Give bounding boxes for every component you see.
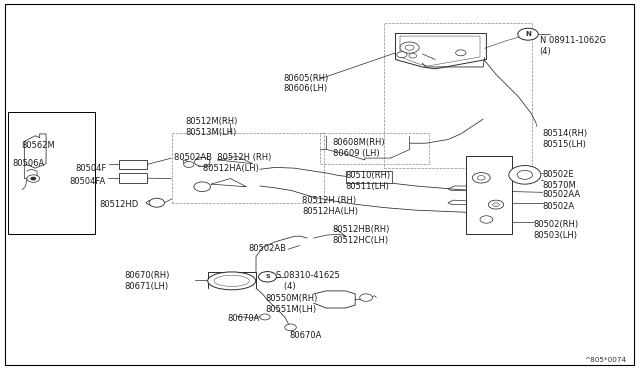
Text: 80570M: 80570M [543, 181, 577, 190]
Circle shape [194, 182, 211, 192]
Text: 80502AB  80512H (RH)
           80512HA(LH): 80502AB 80512H (RH) 80512HA(LH) [174, 153, 271, 173]
Circle shape [149, 198, 164, 207]
Text: 80504F: 80504F [76, 164, 107, 173]
Bar [384, 23, 532, 168]
Ellipse shape [207, 272, 256, 290]
Text: 80502(RH)
80503(LH): 80502(RH) 80503(LH) [534, 220, 579, 240]
Text: 80504FA: 80504FA [69, 177, 106, 186]
Text: S 08310-41625
   (4): S 08310-41625 (4) [276, 271, 340, 291]
Circle shape [31, 177, 36, 180]
Bar [466, 156, 512, 234]
Circle shape [493, 203, 499, 206]
Text: 80502AA: 80502AA [543, 190, 581, 199]
Bar [346, 171, 392, 183]
Circle shape [285, 324, 296, 331]
Text: 80510(RH)
80511(LH): 80510(RH) 80511(LH) [346, 171, 391, 191]
Circle shape [260, 314, 270, 320]
Text: ^805*0074: ^805*0074 [584, 357, 626, 363]
Text: 80608M(RH)
80609 (LH): 80608M(RH) 80609 (LH) [333, 138, 385, 158]
Circle shape [488, 200, 504, 209]
Circle shape [397, 52, 407, 58]
Text: 80512M(RH)
80513M(LH): 80512M(RH) 80513M(LH) [186, 117, 238, 137]
Bar [119, 173, 147, 183]
Bar [172, 133, 324, 203]
Text: N: N [525, 31, 531, 37]
Circle shape [405, 45, 414, 50]
Text: 80550M(RH)
80551M(LH): 80550M(RH) 80551M(LH) [266, 294, 318, 314]
Text: 80670A: 80670A [227, 314, 260, 323]
Ellipse shape [214, 275, 250, 286]
Text: 80502E: 80502E [543, 170, 574, 179]
Text: 80502A: 80502A [543, 202, 575, 211]
Bar [119, 160, 147, 169]
Text: S: S [265, 274, 270, 279]
Circle shape [259, 272, 276, 282]
Text: 80605(RH)
80606(LH): 80605(RH) 80606(LH) [283, 74, 328, 93]
Text: 80512H (RH)
80512HA(LH): 80512H (RH) 80512HA(LH) [302, 196, 358, 216]
Text: 80670A: 80670A [289, 331, 322, 340]
Text: 80514(RH)
80515(LH): 80514(RH) 80515(LH) [543, 129, 588, 149]
Text: 80506A: 80506A [13, 159, 45, 168]
Circle shape [518, 28, 538, 40]
Circle shape [184, 161, 194, 167]
Text: 80502AB: 80502AB [248, 244, 286, 253]
Text: N 08911-1062G
(4): N 08911-1062G (4) [540, 36, 605, 56]
Circle shape [360, 294, 372, 301]
Circle shape [27, 175, 40, 182]
Circle shape [480, 216, 493, 223]
Bar [8, 112, 95, 234]
Text: 80512HD: 80512HD [99, 200, 138, 209]
Circle shape [409, 54, 417, 58]
Circle shape [195, 157, 210, 166]
Circle shape [517, 170, 532, 179]
Circle shape [472, 173, 490, 183]
Circle shape [509, 166, 541, 184]
Circle shape [456, 50, 466, 56]
Circle shape [477, 176, 485, 180]
Circle shape [400, 42, 419, 53]
Text: 80562M: 80562M [21, 141, 55, 150]
Bar [320, 133, 429, 164]
Text: 80670(RH)
80671(LH): 80670(RH) 80671(LH) [125, 271, 170, 291]
Text: 80512HB(RH)
80512HC(LH): 80512HB(RH) 80512HC(LH) [333, 225, 390, 245]
